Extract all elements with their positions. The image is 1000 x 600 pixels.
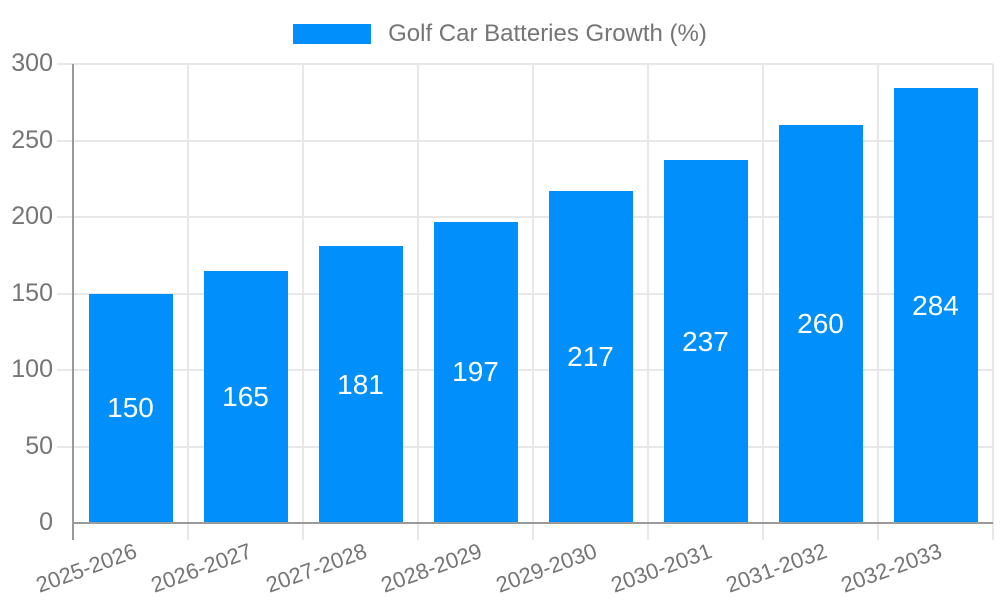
bar-value-label: 197 (452, 356, 499, 388)
bar-2025-2026[interactable]: 150 (88, 293, 173, 523)
x-axis-tick-label: 2025-2026 (32, 538, 141, 598)
x-axis-tick-label: 2032-2033 (837, 538, 946, 598)
y-axis-tick-label: 50 (25, 431, 53, 460)
gridline-v (302, 64, 304, 540)
bar-2029-2030[interactable]: 217 (548, 190, 633, 523)
bar-value-label: 217 (567, 340, 614, 372)
gridline-v (187, 64, 189, 540)
bar-value-label: 150 (107, 392, 154, 424)
gridline-v (992, 64, 994, 540)
x-axis-tick-label: 2031-2032 (722, 538, 831, 598)
bar-2027-2028[interactable]: 181 (318, 246, 403, 523)
x-axis-tick-label: 2026-2027 (147, 538, 256, 598)
bar-value-label: 181 (337, 368, 384, 400)
gridline-h (57, 292, 993, 295)
bar-2030-2031[interactable]: 237 (663, 160, 748, 523)
legend: Golf Car Batteries Growth (%) (0, 14, 1000, 54)
x-axis-tick-label: 2028-2029 (377, 538, 486, 598)
legend-swatch (293, 24, 372, 44)
bar-2028-2029[interactable]: 197 (433, 221, 518, 523)
x-axis-tick-label: 2030-2031 (607, 538, 716, 598)
bar-value-label: 284 (912, 289, 959, 321)
x-axis-tick-label: 2029-2030 (492, 538, 601, 598)
gridline-h (57, 63, 993, 65)
bar-value-label: 260 (797, 308, 844, 340)
gridline-v (532, 64, 534, 540)
plot-area: 150 165 181 197 217 237 260 284 (57, 63, 994, 540)
y-axis-tick-label: 0 (39, 508, 53, 536)
gridline-v (762, 64, 764, 540)
gridline-v (417, 64, 419, 540)
legend-item[interactable]: Golf Car Batteries Growth (%) (293, 22, 707, 46)
gridline-h (57, 139, 993, 142)
gridline-v (877, 64, 879, 540)
x-axis-tick-label: 2027-2028 (262, 538, 371, 598)
bar-2032-2033[interactable]: 284 (893, 88, 978, 523)
gridline-h (57, 445, 993, 448)
legend-label: Golf Car Batteries Growth (%) (388, 20, 707, 47)
gridline-h (57, 216, 993, 218)
y-axis-tick-label: 150 (11, 278, 53, 307)
y-axis-line (72, 64, 74, 540)
gridline-v (647, 64, 649, 540)
y-axis-tick-label: 250 (11, 125, 53, 154)
x-axis-line (73, 522, 993, 524)
y-axis-tick-label: 200 (11, 202, 53, 230)
bar-value-label: 237 (682, 325, 729, 357)
y-axis-tick-label: 300 (11, 49, 53, 77)
y-axis-tick-label: 100 (11, 355, 53, 383)
gridline-h (57, 369, 993, 371)
bar-value-label: 165 (222, 380, 269, 412)
bar-2026-2027[interactable]: 165 (203, 270, 288, 523)
bar-2031-2032[interactable]: 260 (778, 125, 863, 523)
